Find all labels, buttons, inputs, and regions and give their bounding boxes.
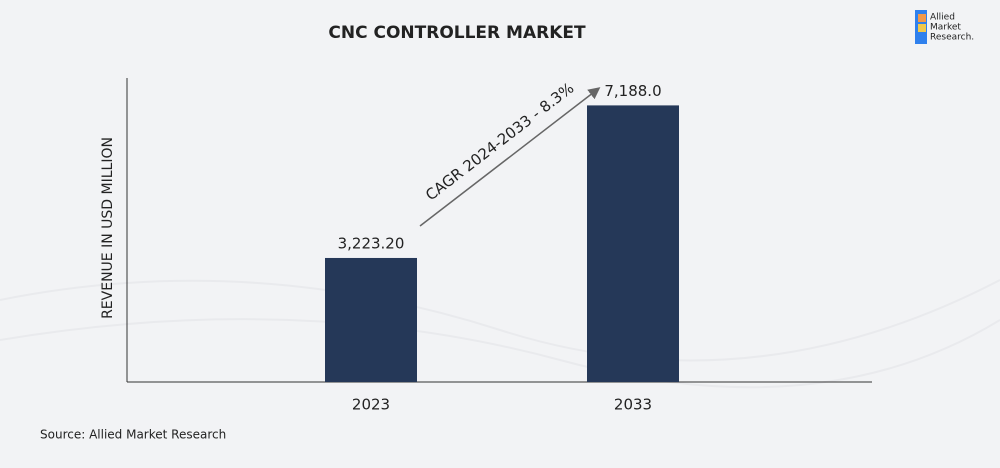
x-tick-label: 2033: [614, 396, 652, 414]
decor-wave: [0, 279, 1000, 362]
data-label: 3,223.20: [338, 234, 405, 252]
source: Source: Allied Market Research: [40, 428, 226, 442]
cagr-arrow: [419, 87, 601, 227]
logo-icon: [918, 24, 926, 32]
logo-text: Market: [930, 23, 961, 33]
bar: [325, 257, 417, 382]
bar: [587, 105, 679, 382]
chart-title: CNC CONTROLLER MARKET: [328, 23, 586, 43]
decor-wave: [0, 318, 1000, 389]
data-label: 7,188.0: [604, 82, 661, 100]
logo-icon: [918, 14, 926, 22]
logo-text: Allied: [930, 13, 955, 23]
logo-text: Research.: [930, 33, 974, 43]
x-tick-label: 2023: [352, 396, 390, 414]
logo: Allied Market Research.: [915, 10, 974, 44]
y-axis-label: REVENUE IN USD MILLION: [100, 137, 116, 319]
